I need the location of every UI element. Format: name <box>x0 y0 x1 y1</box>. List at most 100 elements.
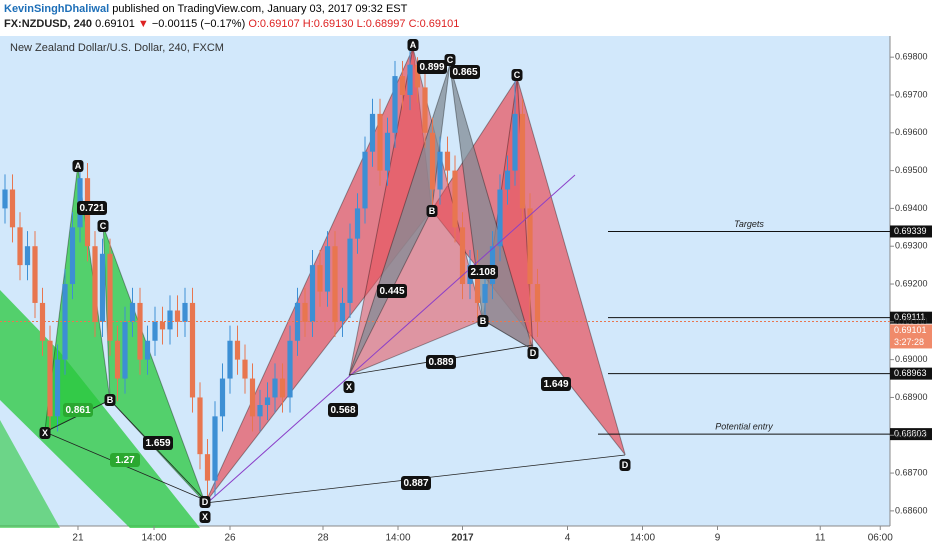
candle-body <box>144 340 151 360</box>
point-label: A <box>410 40 417 50</box>
x-tick-label: 21 <box>72 533 84 544</box>
candle-body <box>279 378 286 398</box>
point-tag <box>97 220 109 232</box>
candle-body <box>17 227 23 266</box>
candle-body <box>242 359 248 379</box>
low: L:0.68997 <box>356 18 406 30</box>
candle-body <box>482 284 488 303</box>
open: O:0.69107 <box>248 18 300 30</box>
point-tag <box>444 54 456 66</box>
candle-body <box>227 340 233 379</box>
candle-body <box>69 227 76 285</box>
last-price-label: 0.69101 <box>894 325 927 335</box>
point-tag <box>199 511 211 523</box>
point-label: C <box>447 55 454 65</box>
candle-body <box>414 64 421 88</box>
point-label: X <box>202 512 208 522</box>
ratio-tag <box>63 403 93 417</box>
change: −0.00115 (−0.17%) <box>151 18 246 30</box>
x-axis-bg <box>0 526 890 550</box>
published: published on TradingView.com, January 03… <box>112 3 408 15</box>
ratio-label: 0.568 <box>330 405 355 416</box>
point-tag <box>527 347 539 359</box>
candle-body <box>9 189 16 228</box>
level-text: Potential entry <box>715 422 773 432</box>
x-tick-label: 14:00 <box>630 533 655 544</box>
level-tag <box>890 367 932 380</box>
y-tick-label: 0.69400 <box>895 203 928 213</box>
y-tick-label: 0.68700 <box>895 467 928 477</box>
candle-body <box>2 189 8 209</box>
level-tag <box>890 311 932 324</box>
candle-body <box>369 113 376 152</box>
candle-body <box>39 302 46 341</box>
quote-line: FX:NZDUSD, 240 0.69101 ▼ −0.00115 (−0.17… <box>4 17 928 32</box>
point-tag <box>343 381 355 393</box>
point-tag <box>426 205 438 217</box>
point-label: B <box>107 395 114 405</box>
point-label: X <box>42 428 48 438</box>
ratio-tag <box>77 201 107 215</box>
level-label: 0.69111 <box>894 312 925 322</box>
candle-body <box>444 151 451 171</box>
x-tick-label: 2017 <box>451 533 474 544</box>
level-tag <box>890 428 932 441</box>
point-label: D <box>202 497 209 507</box>
ratio-label: 2.108 <box>470 267 495 278</box>
y-tick-label: 0.69100 <box>895 316 928 326</box>
candle-body <box>92 246 98 322</box>
y-tick-label: 0.69700 <box>895 89 928 99</box>
point-tag <box>39 427 51 439</box>
candle-body <box>152 321 158 341</box>
candle-body <box>407 64 413 95</box>
x-tick-label: 28 <box>317 533 329 544</box>
x-tick-label: 06:00 <box>868 533 893 544</box>
y-axis-bg <box>890 36 932 550</box>
ratio-label: 1.659 <box>145 438 170 449</box>
candle-body <box>287 340 293 398</box>
arrow: ▼ <box>137 18 149 30</box>
candle-body <box>324 246 331 292</box>
candle-body <box>24 246 31 266</box>
candle-body <box>317 265 323 292</box>
ratio-tag <box>541 377 571 391</box>
ratio-label: 0.899 <box>419 62 444 73</box>
ratio-tag <box>377 284 407 298</box>
level-label: 0.69339 <box>894 226 927 236</box>
high: H:0.69130 <box>302 18 354 30</box>
candle-body <box>182 302 188 322</box>
ratio-tag <box>110 453 140 467</box>
candle-body <box>272 378 278 398</box>
y-tick-label: 0.69500 <box>895 165 928 175</box>
ratio-tag <box>401 476 431 490</box>
header: KevinSinghDhaliwal published on TradingV… <box>0 0 932 36</box>
author[interactable]: KevinSinghDhaliwal <box>4 3 110 15</box>
candle-body <box>347 238 353 303</box>
candle-body <box>32 246 38 303</box>
pattern-offscreen <box>0 420 60 528</box>
candle-body <box>159 321 166 330</box>
point-label: D <box>530 348 537 358</box>
pattern-triangle <box>449 64 534 351</box>
candle-body <box>534 284 541 322</box>
ratio-label: 0.445 <box>379 286 404 297</box>
point-label: A <box>75 161 82 171</box>
candle-body <box>189 302 196 398</box>
candle-body <box>257 405 263 417</box>
point-tag <box>407 39 419 51</box>
candle-body <box>302 302 308 322</box>
candle-body <box>392 76 398 133</box>
candle-body <box>474 265 481 303</box>
candle-body <box>377 113 383 171</box>
ratio-tag <box>143 436 173 450</box>
countdown: 3:27:28 <box>894 337 924 347</box>
candle-body <box>204 454 211 481</box>
candle-body <box>99 253 106 322</box>
y-tick-label: 0.69200 <box>895 278 928 288</box>
candle-body <box>129 302 136 322</box>
candle-body <box>459 227 466 285</box>
candle-body <box>332 246 338 322</box>
candle-body <box>234 340 241 360</box>
x-tick-label: 9 <box>715 533 721 544</box>
